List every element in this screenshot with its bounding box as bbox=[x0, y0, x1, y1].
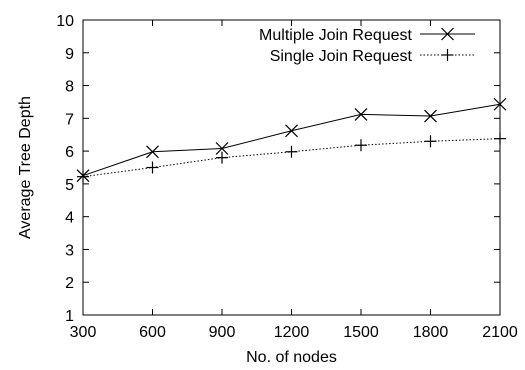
x-tick-label: 1500 bbox=[343, 324, 379, 341]
y-tick-label: 8 bbox=[65, 79, 74, 96]
data-point-1 bbox=[354, 107, 368, 121]
data-point-2 bbox=[424, 135, 437, 148]
x-axis: 300 600 900 1200 1500 1800 2100 bbox=[70, 20, 518, 341]
x-tick-label: 1200 bbox=[274, 324, 310, 341]
y-tick-label: 9 bbox=[65, 46, 74, 63]
data-point-1 bbox=[424, 109, 437, 123]
y-tick-label: 6 bbox=[65, 144, 74, 161]
y-tick-label: 5 bbox=[65, 177, 74, 194]
legend: Multiple Join Request Single Join Request bbox=[259, 27, 475, 65]
legend-marker bbox=[441, 49, 454, 61]
legend-marker bbox=[441, 27, 454, 41]
data-point-2 bbox=[285, 145, 298, 158]
x-tick-label: 1800 bbox=[413, 324, 449, 341]
data-point-1 bbox=[215, 142, 229, 155]
legend-label: Single Join Request bbox=[270, 48, 413, 65]
y-tick-label: 4 bbox=[65, 210, 74, 227]
series-layer bbox=[76, 97, 507, 183]
data-point-2 bbox=[77, 170, 89, 183]
y-axis-title: Average Tree Depth bbox=[17, 96, 34, 239]
data-point-2 bbox=[355, 139, 367, 152]
data-point-1 bbox=[285, 124, 298, 138]
x-tick-label: 300 bbox=[70, 324, 97, 341]
legend-label: Multiple Join Request bbox=[259, 27, 413, 44]
data-point-2 bbox=[146, 161, 159, 174]
series-line-1 bbox=[82, 103, 501, 177]
data-point-1 bbox=[493, 97, 507, 111]
x-axis-title: No. of nodes bbox=[246, 349, 337, 366]
x-tick-label: 600 bbox=[139, 324, 166, 341]
data-point-2 bbox=[216, 151, 228, 164]
data-point-2 bbox=[494, 132, 506, 145]
y-tick-label: 1 bbox=[65, 308, 74, 325]
data-point-1 bbox=[146, 145, 159, 159]
y-tick-label: 3 bbox=[65, 242, 74, 259]
x-tick-label: 900 bbox=[209, 324, 236, 341]
y-tick-label: 2 bbox=[65, 275, 74, 292]
y-tick-label: 10 bbox=[56, 13, 74, 30]
y-tick-label: 7 bbox=[65, 111, 74, 128]
x-tick-label: 2100 bbox=[482, 324, 518, 341]
y-axis: 1 2 3 4 5 6 7 8 9 10 bbox=[56, 13, 500, 325]
